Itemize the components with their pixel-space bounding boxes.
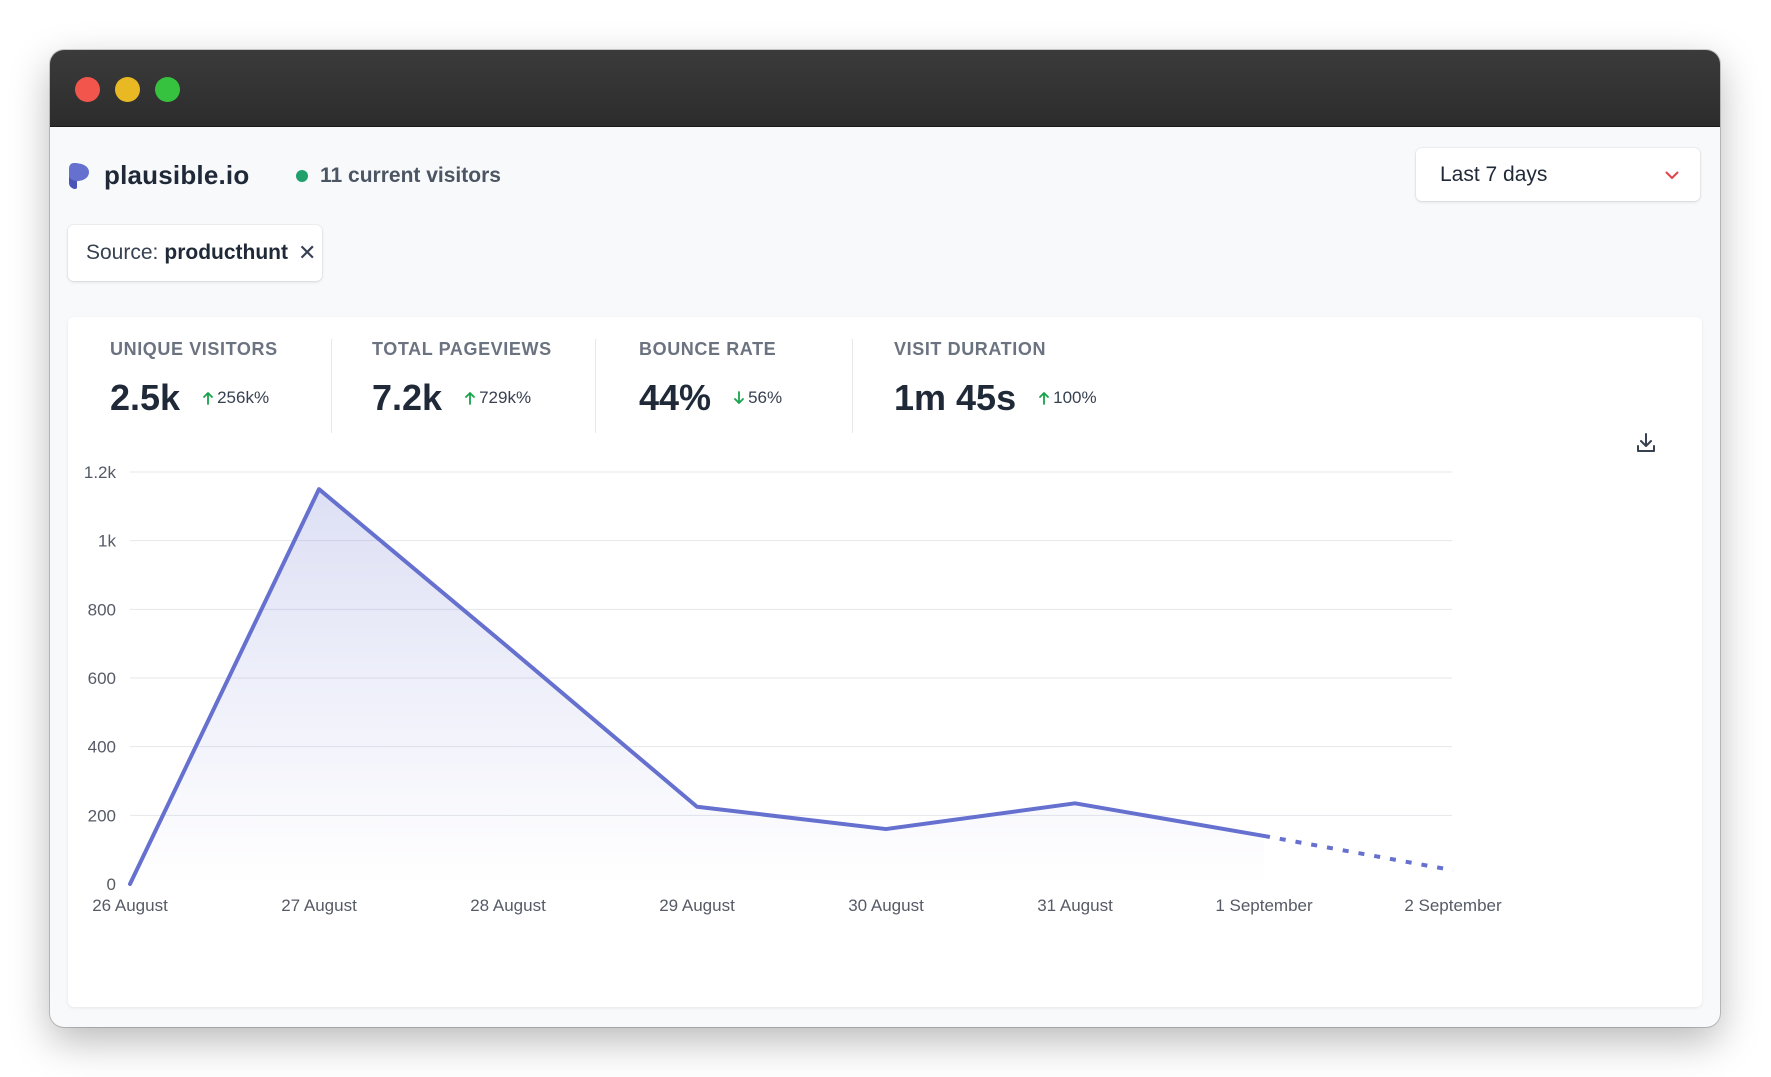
plausible-logo-icon [69,162,89,189]
x-tick-label: 1 September [1215,896,1313,915]
arrow-up-icon [465,392,475,405]
stat-divider [852,339,853,433]
browser-window: plausible.io 11 current visitors Last 7 … [50,50,1720,1027]
visitors-line-chart[interactable]: 0 200 400 600 800 1k 1.2k 26 August 27 August 28 … [68,317,1702,1007]
maximize-window-button[interactable] [155,77,180,102]
data-point [316,486,322,492]
data-point [1261,833,1267,839]
stat-unique-visitors[interactable]: UNIQUE VISITORS 2.5k 256k% [110,339,278,433]
data-point [883,826,889,832]
data-point [505,644,511,650]
series-line [128,487,1266,886]
y-tick-label: 1k [98,532,116,551]
stat-change-value: 56% [748,388,783,407]
data-point [127,881,133,887]
stat-title: BOUNCE RATE [639,339,777,359]
data-point [694,804,700,810]
stat-value: 7.2k [372,377,443,418]
x-tick-label: 27 August [281,896,357,915]
period-picker[interactable]: Last 7 days [1416,148,1700,201]
filter-value: producthunt [164,241,289,264]
x-tick-label: 28 August [470,896,546,915]
stats-chart-card: UNIQUE VISITORS 2.5k 256k% TOTAL PAGEVIE… [68,317,1702,1007]
x-tick-label: 29 August [659,896,735,915]
stat-change: 100% [1038,388,1097,408]
data-point [1072,800,1078,806]
data-point [1450,867,1456,873]
stat-change: 56% [733,388,782,408]
y-tick-label: 800 [88,600,116,619]
stat-value: 1m 45s [894,377,1017,418]
stat-title: UNIQUE VISITORS [110,339,278,359]
window-titlebar [50,50,1720,127]
close-window-button[interactable] [75,77,100,102]
current-visitors[interactable]: 11 current visitors [296,164,501,188]
stat-change-value: 256k% [217,388,270,407]
arrow-down-icon [734,391,744,404]
stat-value: 2.5k [110,377,181,418]
series-line-dashed [1263,833,1454,873]
stat-divider [595,339,596,433]
source-filter-chip[interactable]: Source: producthunt ✕ [68,225,322,281]
y-tick-label: 400 [88,738,116,757]
x-tick-label: 30 August [848,896,924,915]
site-name: plausible.io [104,160,250,190]
x-tick-label: 31 August [1037,896,1113,915]
live-dot-icon [296,170,308,182]
period-label: Last 7 days [1440,162,1548,186]
site-brand[interactable]: plausible.io [68,160,249,191]
stat-title: TOTAL PAGEVIEWS [372,339,552,359]
current-visitors-label: 11 current visitors [320,164,501,187]
x-tick-label: 2 September [1404,896,1502,915]
arrow-up-icon [1039,392,1050,405]
minimize-window-button[interactable] [115,77,140,102]
arrow-up-icon [203,392,213,405]
download-icon[interactable] [1634,431,1658,455]
y-tick-label: 200 [88,806,116,825]
stat-visit-duration[interactable]: VISIT DURATION 1m 45s 100% [894,339,1097,433]
stat-title: VISIT DURATION [894,339,1047,359]
stat-change: 256k% [202,388,269,408]
dashboard: plausible.io 11 current visitors Last 7 … [50,127,1720,1027]
stat-total-pageviews[interactable]: TOTAL PAGEVIEWS 7.2k 729k% [372,339,552,433]
y-tick-label: 0 [107,875,116,894]
stat-value: 44% [639,377,712,418]
chevron-down-icon [1665,171,1679,179]
stat-change: 729k% [464,388,531,408]
y-tick-label: 1.2k [84,463,117,482]
stat-divider [331,339,332,433]
x-tick-label: 26 August [92,896,168,915]
stat-change-value: 100% [1053,388,1097,407]
stat-change-value: 729k% [479,388,532,407]
y-tick-label: 600 [88,669,116,688]
filter-key: Source: [86,241,159,264]
remove-filter-icon[interactable]: ✕ [298,240,317,265]
stat-bounce-rate[interactable]: BOUNCE RATE 44% 56% [639,339,782,433]
series-area [130,489,1264,884]
